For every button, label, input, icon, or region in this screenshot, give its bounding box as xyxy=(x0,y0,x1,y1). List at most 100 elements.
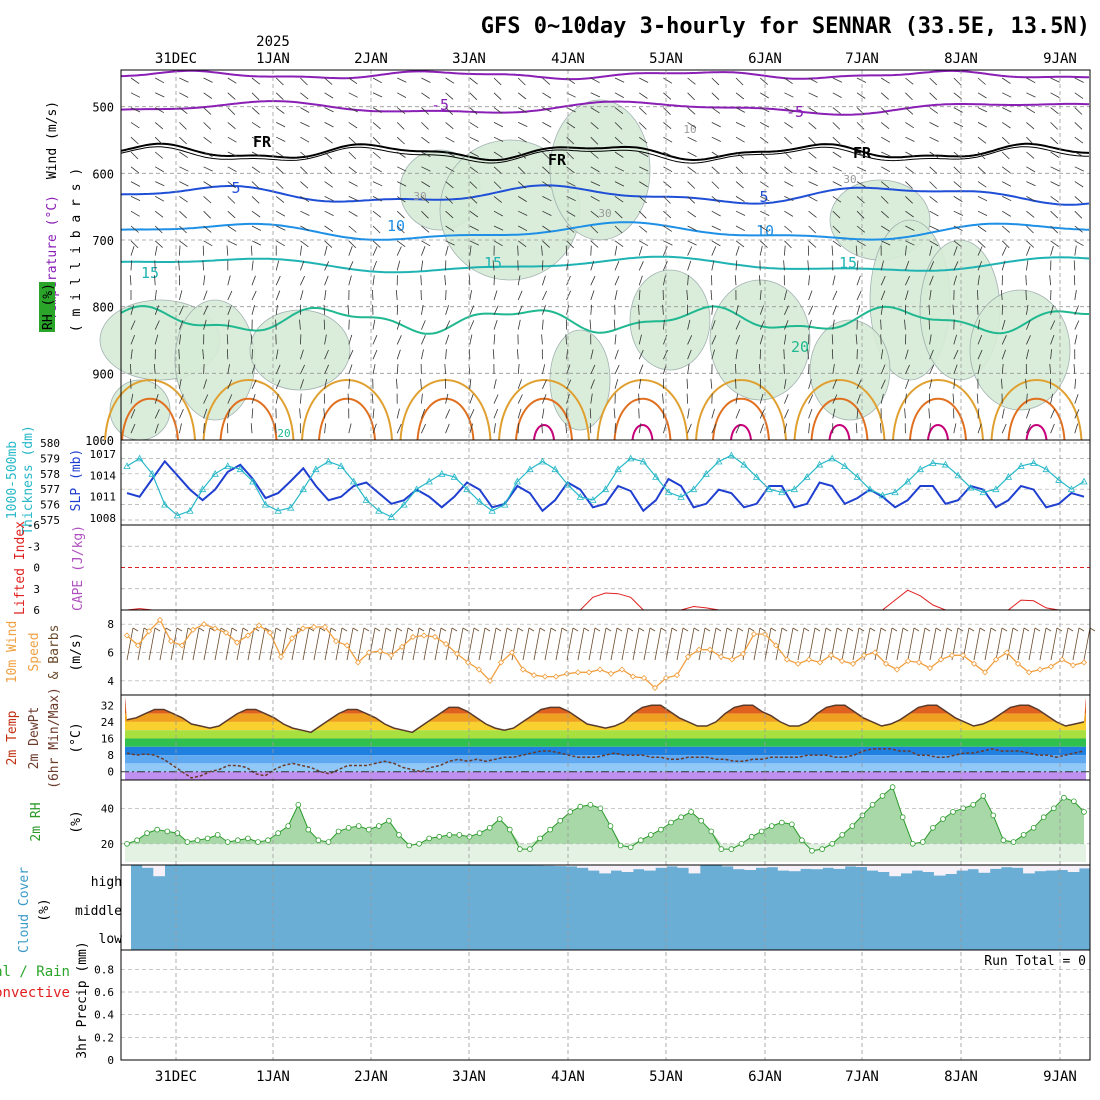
run-total-label: Run Total = 0 xyxy=(984,954,1086,969)
wind-speed-point xyxy=(552,673,560,680)
top-date-label: 31DEC xyxy=(155,51,197,67)
upper-wind-barb xyxy=(324,423,326,434)
rh-point xyxy=(637,837,644,843)
upper-wind-barb xyxy=(445,320,451,330)
upper-wind-barb xyxy=(832,394,838,404)
upper-wind-barb xyxy=(929,261,935,271)
upper-wind-barb xyxy=(348,319,350,330)
thickness-point xyxy=(1067,485,1076,493)
upper-wind-barb xyxy=(832,225,841,234)
thickness-tick-label: 579 xyxy=(40,452,60,465)
upper-wind-barb xyxy=(590,245,592,256)
upper-wind-barb xyxy=(977,240,986,248)
upper-wind-barb xyxy=(687,107,696,115)
upper-wind-barb xyxy=(613,319,616,330)
upper-wind-barb xyxy=(1001,210,1011,217)
wind-barb-flag xyxy=(869,627,876,632)
isotherm-25-arch xyxy=(301,379,393,441)
upper-wind-barb xyxy=(735,245,740,256)
high-cloud-gap xyxy=(777,865,790,871)
wind-speed-point xyxy=(420,632,428,639)
upper-wind-barb xyxy=(179,196,188,203)
upper-wind-barb xyxy=(759,77,768,85)
upper-wind-barb xyxy=(493,334,496,345)
upper-wind-barb xyxy=(1001,240,1010,249)
upper-wind-barb xyxy=(855,245,858,256)
upper-wind-barb xyxy=(759,151,768,160)
upper-wind-barb xyxy=(808,181,818,187)
thickness-point xyxy=(236,465,245,473)
upper-wind-barb xyxy=(1073,363,1076,375)
upper-wind-barb xyxy=(1050,409,1055,419)
wind-barb-flag xyxy=(1067,627,1074,632)
upper-wind-barb xyxy=(953,210,964,216)
wind-speed-point xyxy=(1036,666,1044,673)
wind-barb-flag xyxy=(451,627,458,632)
upper-wind-barb xyxy=(396,319,401,330)
upper-wind-barb xyxy=(421,423,426,434)
upper-wind-barb xyxy=(905,92,913,101)
wind-speed-point xyxy=(772,642,780,649)
wind-speed-point xyxy=(651,684,659,691)
wind-speed-point xyxy=(222,629,230,636)
rh-point xyxy=(859,812,866,819)
wind-barb-flag xyxy=(1001,627,1008,632)
upper-wind-barb xyxy=(880,181,890,189)
upper-wind-barb xyxy=(300,77,308,86)
upper-wind-barb xyxy=(929,166,938,174)
upper-wind-barb xyxy=(880,225,890,232)
upper-wind-barb xyxy=(929,349,934,360)
upper-wind-barb xyxy=(421,225,430,233)
upper-wind-barb xyxy=(130,409,136,419)
upper-wind-barb xyxy=(397,166,407,172)
upper-wind-barb xyxy=(905,240,915,246)
upper-wind-barb xyxy=(275,166,284,174)
upper-wind-barb xyxy=(663,349,668,360)
upper-wind-barb xyxy=(759,290,762,301)
thickness-point xyxy=(853,473,862,480)
upper-wind-barb xyxy=(130,166,140,174)
upper-wind-barb xyxy=(663,240,673,246)
upper-wind-barb xyxy=(808,275,810,286)
upper-wind-barb xyxy=(589,408,592,419)
wind-speed-point xyxy=(794,660,802,667)
upper-wind-barb xyxy=(711,122,721,128)
upper-wind-barb xyxy=(542,394,547,404)
year-label: 2025 xyxy=(256,34,290,50)
upper-wind-barb xyxy=(179,305,184,315)
upper-wind-barb xyxy=(590,379,595,389)
upper-wind-barb xyxy=(445,210,454,219)
upper-wind-barb xyxy=(275,151,285,158)
upper-wind-barb xyxy=(638,261,644,271)
upper-wind-barb xyxy=(784,305,789,315)
upper-wind-barb xyxy=(251,107,260,115)
upper-wind-barb xyxy=(324,122,334,128)
wind-barb xyxy=(1050,627,1058,661)
upper-wind-barb xyxy=(300,275,305,286)
upper-wind-barb xyxy=(759,393,764,404)
upper-wind-barb xyxy=(881,166,891,173)
upper-wind-barb xyxy=(807,349,809,360)
upper-wind-barb xyxy=(953,225,963,232)
wind-speed-point xyxy=(497,659,505,666)
wind-speed-point xyxy=(618,666,626,673)
upper-wind-barb xyxy=(977,246,983,256)
wind-barb xyxy=(577,627,585,661)
contour-label: 10 xyxy=(683,123,696,136)
upper-wind-barb xyxy=(324,240,333,248)
thickness-point xyxy=(601,485,610,493)
thickness-point xyxy=(513,477,522,485)
precip-tick-label: 0.2 xyxy=(94,1031,114,1044)
upper-wind-barb xyxy=(1026,304,1029,315)
upper-wind-barb xyxy=(348,261,354,271)
upper-wind-barb xyxy=(178,349,180,360)
upper-wind-barb xyxy=(324,196,334,202)
upper-wind-barb xyxy=(153,363,156,375)
rh-point xyxy=(799,837,805,843)
temp-line xyxy=(126,704,1085,734)
upper-wind-barb xyxy=(541,334,543,345)
upper-wind-barb xyxy=(614,77,625,83)
upper-wind-barb xyxy=(614,240,624,248)
upper-wind-barb xyxy=(590,77,600,84)
upper-wind-barb xyxy=(832,290,838,301)
